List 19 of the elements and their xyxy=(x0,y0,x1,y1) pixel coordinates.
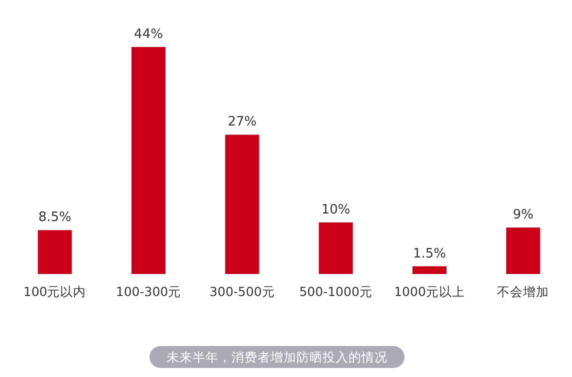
x-tick-label: 500-1000元 xyxy=(299,284,372,299)
text: 未来半年，消费者增加防晒投入的情况 xyxy=(166,350,388,364)
bar xyxy=(38,230,72,274)
x-tick-label: 100元以内 xyxy=(23,284,86,299)
data-label: 10% xyxy=(321,202,350,218)
bar xyxy=(132,47,166,274)
data-label: 1.5% xyxy=(412,246,446,262)
bar xyxy=(412,266,446,274)
bar xyxy=(225,134,260,274)
x-tick-label: 不会增加 xyxy=(497,284,550,299)
data-label: 44% xyxy=(134,27,163,42)
bar xyxy=(506,228,540,274)
x-tick-label: 100-300元 xyxy=(116,284,182,299)
data-label: 8.5% xyxy=(38,210,72,226)
bar xyxy=(318,222,353,274)
data-label: 27% xyxy=(228,114,257,130)
x-tick-label: 1000元以上 xyxy=(394,284,465,299)
data-label: 9% xyxy=(512,208,534,223)
x-tick-label: 300-500元 xyxy=(210,284,275,299)
